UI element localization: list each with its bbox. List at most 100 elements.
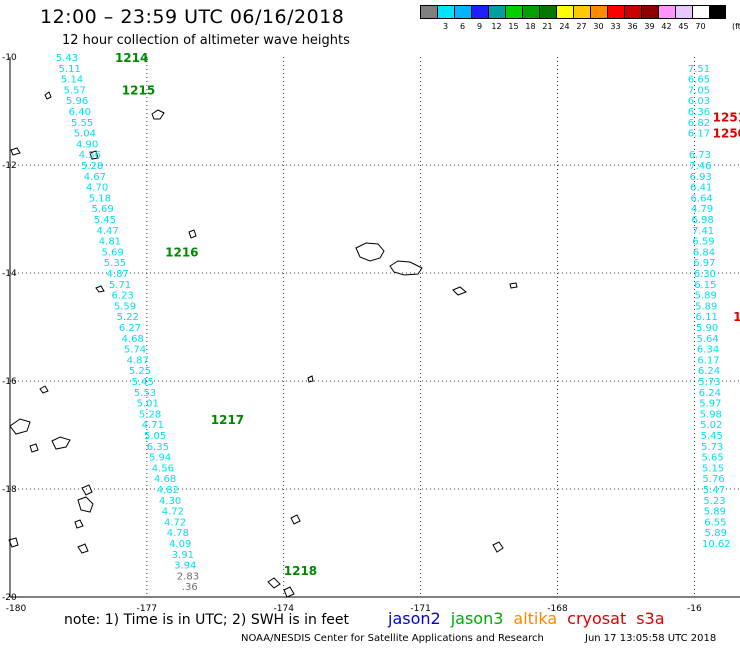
swh-value: 5.22 <box>117 312 139 323</box>
swh-value: 4.47 <box>97 226 119 237</box>
swh-value: 6.34 <box>697 345 719 356</box>
colorbar-label: 70 <box>695 22 706 31</box>
swh-value: 2.83 <box>177 571 199 582</box>
swh-value: 6.82 <box>688 118 710 129</box>
colorbar-swatch <box>522 5 539 19</box>
swh-value: 4.71 <box>142 420 164 431</box>
pass-time-label: 1216 <box>165 245 198 259</box>
swh-value: 4.68 <box>122 334 144 345</box>
page-title: 12:00 – 23:59 UTC 06/16/2018 <box>40 6 345 28</box>
colorbar-label: 3 <box>442 22 449 31</box>
swh-value: 6.93 <box>690 172 712 183</box>
island-fiji-d <box>77 496 94 513</box>
swh-value: 6.24 <box>698 366 720 377</box>
pass-time-label: 1217 <box>211 413 244 427</box>
island-fiji-a <box>9 418 31 435</box>
swh-value: 6.35 <box>147 442 169 453</box>
swh-value: 4.79 <box>691 204 713 215</box>
satellite-legend: jason2 jason3 altika cryosat s3a <box>388 609 675 628</box>
swh-value: 4.70 <box>86 183 108 194</box>
colorbar-label: 30 <box>593 22 604 31</box>
island-fiji-e <box>29 443 39 453</box>
swh-value: 6.97 <box>693 258 715 269</box>
island-lau-a <box>39 385 49 394</box>
swh-value: 6.30 <box>694 269 716 280</box>
island-niuafo-a <box>452 286 467 296</box>
swh-value: 5.73 <box>701 442 723 453</box>
colorbar-step: 21 <box>539 5 556 31</box>
lat-tick-label: -10 <box>2 53 17 63</box>
lat-tick-label: -12 <box>2 161 17 171</box>
swh-value: 4.72 <box>164 517 186 528</box>
colorbar-swatch <box>573 5 590 19</box>
colorbar-step: 9 <box>471 5 488 31</box>
swh-value: 6.03 <box>688 96 710 107</box>
colorbar-label: 45 <box>678 22 689 31</box>
colorbar-swatch <box>539 5 556 19</box>
swh-value: 5.98 <box>700 409 722 420</box>
lat-tick-label: -20 <box>2 593 17 603</box>
island-tonga-c <box>290 514 301 525</box>
swh-value: 3.91 <box>172 550 194 561</box>
swh-value: 5.96 <box>66 96 88 107</box>
swh-value: 5.05 <box>144 431 166 442</box>
colorbar-label: 39 <box>644 22 655 31</box>
swh-value: 6.59 <box>692 237 714 248</box>
swh-value: 5.11 <box>59 64 81 75</box>
colorbar-unit: (ft) <box>731 22 740 31</box>
colorbar-swatch <box>420 5 437 19</box>
lon-tick-label: -180 <box>6 604 27 614</box>
island-futuna <box>95 285 105 293</box>
colorbar-label: 27 <box>576 22 587 31</box>
swh-value: .36 <box>182 582 198 593</box>
colorbar-step: 36 <box>624 5 641 31</box>
island-wallis <box>188 229 197 239</box>
swh-value: 4.30 <box>159 496 181 507</box>
island-east-dot <box>509 282 518 289</box>
swh-value: 5.59 <box>114 301 136 312</box>
pass-time-label: 125 <box>733 310 740 324</box>
swh-value: 5.89 <box>705 528 727 539</box>
swh-value: 5.76 <box>702 474 724 485</box>
colorbar-swatch <box>471 5 488 19</box>
island-upolu <box>355 242 385 262</box>
swh-value: 4.82 <box>157 485 179 496</box>
credit-line: NOAA/NESDIS Center for Satellite Applica… <box>241 633 544 644</box>
swh-value: 5.23 <box>703 496 725 507</box>
colorbar-step <box>420 5 437 31</box>
colorbar-swatch <box>658 5 675 19</box>
colorbar-label: 24 <box>559 22 570 31</box>
swh-value: 5.71 <box>109 280 131 291</box>
swh-value: 3.94 <box>174 561 196 572</box>
colorbar-label: 21 <box>542 22 553 31</box>
island-reef-b <box>10 147 21 156</box>
swh-value: 5.57 <box>64 85 86 96</box>
lon-tick-label: -177 <box>137 604 157 614</box>
swh-value: 6.73 <box>689 150 711 161</box>
pass-time-label: 1215 <box>122 83 155 97</box>
swh-value: 6.65 <box>688 75 710 86</box>
swh-value: 4.78 <box>167 528 189 539</box>
swh-value: 6.98 <box>691 215 713 226</box>
colorbar-label: 36 <box>627 22 638 31</box>
colorbar-swatch <box>709 5 726 19</box>
generation-timestamp: Jun 17 13:05:58 UTC 2018 <box>585 633 717 644</box>
colorbar-step: 24 <box>556 5 573 31</box>
colorbar-step: 33 <box>607 5 624 31</box>
page-subtitle: 12 hour collection of altimeter wave hei… <box>62 33 350 48</box>
swh-value: 5.64 <box>696 334 718 345</box>
lat-tick-label: -18 <box>2 485 17 495</box>
swh-value: 4.09 <box>169 539 191 550</box>
swh-value: 4.81 <box>99 237 121 248</box>
colorbar-step: 3 <box>437 5 454 31</box>
swh-value: 5.01 <box>137 399 159 410</box>
colorbar-swatch <box>437 5 454 19</box>
colorbar-step: 70 <box>692 5 709 31</box>
colorbar-swatch <box>624 5 641 19</box>
swh-value: 5.43 <box>56 53 78 64</box>
swh-value: 6.84 <box>693 247 715 258</box>
swh-value: 5.14 <box>61 75 83 86</box>
swh-value: 7.41 <box>692 226 714 237</box>
